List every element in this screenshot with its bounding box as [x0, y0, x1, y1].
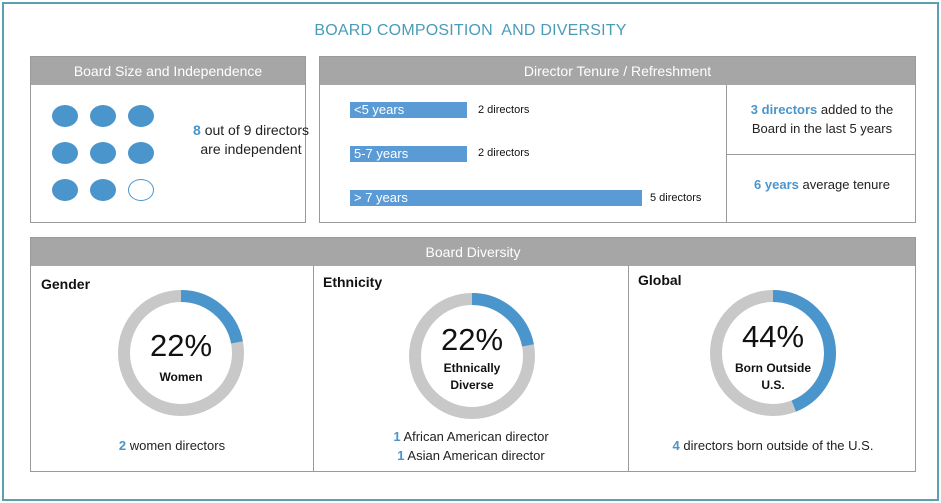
diversity-panel: Board Diversity Gender 22% Women 2 women…	[30, 237, 916, 472]
tenure-count-over-7: 5 directors	[650, 192, 702, 204]
independent-director-dot	[128, 105, 154, 127]
ethnicity-caption-2-count: 1	[397, 448, 405, 463]
diversity-divider-2	[628, 266, 629, 472]
ethnicity-caption-1-text: African American director	[400, 429, 549, 444]
global-label-line2: U.S.	[761, 378, 785, 392]
directors-added-rest: added to the Board in the last 5 years	[751, 102, 894, 136]
independent-director-dot	[90, 105, 116, 127]
ethnicity-caption-2-text: Asian American director	[404, 448, 545, 463]
tenure-count-under-5: 2 directors	[478, 104, 530, 116]
global-caption-count: 4	[672, 438, 680, 453]
independent-director-dot	[90, 142, 116, 164]
independent-director-dot	[128, 142, 154, 164]
global-donut-arc	[710, 290, 836, 416]
gender-percent: 22%	[149, 328, 213, 363]
global-title: Global	[638, 272, 682, 288]
independent-director-dot	[90, 179, 116, 201]
average-tenure-value: 6 years	[754, 177, 799, 192]
tenure-bar-over-7: > 7 years	[350, 190, 642, 206]
board-size-panel: Board Size and Independence 8 out of 9 d…	[30, 56, 309, 223]
tenure-panel: Director Tenure / Refreshment <5 years 2…	[319, 56, 916, 223]
global-caption-text: directors born outside of the U.S.	[679, 438, 874, 453]
independent-director-dot	[52, 105, 78, 127]
independent-text: out of 9 directors are independent	[200, 122, 309, 157]
tenure-divider-h	[726, 154, 916, 155]
independent-director-dot	[52, 142, 78, 164]
tenure-bar-under-5: <5 years	[350, 102, 467, 118]
independent-director-dot	[52, 179, 78, 201]
gender-caption: 2 women directors	[31, 436, 313, 455]
non-independent-director-dot	[128, 179, 154, 201]
tenure-count-5-7: 2 directors	[478, 147, 530, 159]
gender-caption-text: women directors	[126, 438, 226, 453]
directors-added-count: 3 directors	[750, 102, 818, 117]
ethnicity-donut	[409, 293, 535, 419]
independent-count: 8	[193, 122, 201, 138]
gender-caption-count: 2	[118, 438, 127, 453]
global-percent: 44%	[741, 319, 805, 354]
ethnicity-caption-1: 1 African American director	[314, 427, 628, 446]
tenure-bar-5-7: 5-7 years	[350, 146, 467, 162]
directors-added-text: 3 directors added to the Board in the la…	[734, 100, 910, 138]
independence-text: 8 out of 9 directors are independent	[193, 121, 309, 159]
gender-donut	[118, 290, 244, 416]
ethnicity-caption-1-count: 1	[393, 429, 401, 444]
gender-label: Women	[159, 370, 203, 384]
gender-title: Gender	[41, 276, 91, 292]
ethnicity-percent: 22%	[440, 322, 504, 357]
ethnicity-donut-arc	[409, 293, 535, 419]
global-caption: 4 directors born outside of the U.S.	[629, 436, 917, 455]
global-donut	[710, 290, 836, 416]
average-tenure-rest: average tenure	[798, 177, 890, 192]
diversity-header: Board Diversity	[31, 238, 915, 266]
ethnicity-label-line1: Ethnically	[443, 361, 501, 375]
gender-donut-arc	[118, 290, 244, 416]
average-tenure-text: 6 years average tenure	[734, 175, 910, 194]
diversity-divider-1	[313, 266, 314, 472]
board-size-header: Board Size and Independence	[31, 57, 305, 85]
global-label-line1: Born Outside	[734, 361, 811, 375]
ethnicity-title: Ethnicity	[323, 274, 383, 290]
tenure-header: Director Tenure / Refreshment	[320, 57, 915, 85]
ethnicity-caption-2: 1 Asian American director	[314, 446, 628, 465]
page-title: BOARD COMPOSITION AND DIVERSITY	[314, 22, 627, 39]
ethnicity-label-line2: Diverse	[450, 378, 494, 392]
